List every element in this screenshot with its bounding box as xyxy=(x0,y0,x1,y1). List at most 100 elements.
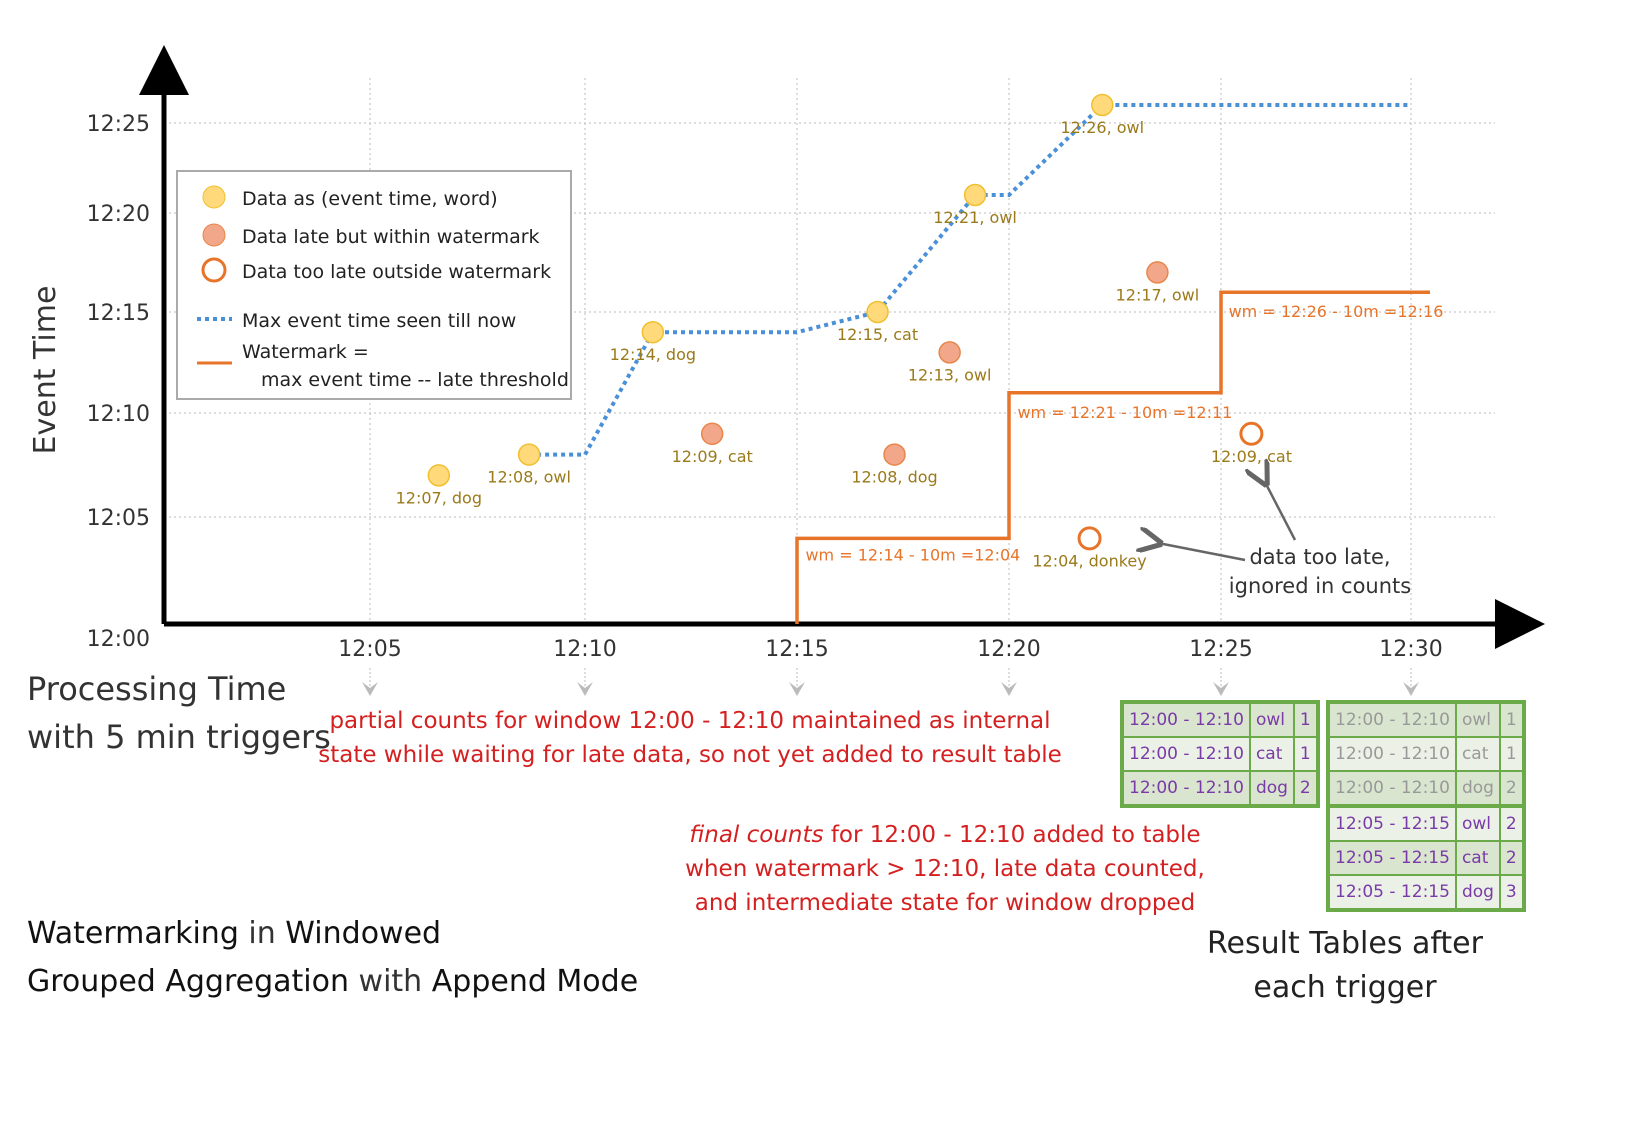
partial-line2: state while waiting for late data, so no… xyxy=(318,742,1062,768)
legend-late: Data late but within watermark xyxy=(242,226,540,248)
table-row: 12:00 - 12:10 owl 1 xyxy=(1121,701,1319,738)
trigger-arrow-icon xyxy=(1001,682,1017,696)
final-line3: and intermediate state for window droppe… xyxy=(694,890,1196,916)
partial-counts-note: partial counts for window 12:00 - 12:10 … xyxy=(300,704,1080,772)
title-w3: Grouped Aggregation xyxy=(27,964,350,999)
data-point-on-time xyxy=(1091,93,1114,117)
caption-line1: Result Tables after xyxy=(1207,926,1483,961)
x-tick-label: 12:20 xyxy=(977,637,1040,662)
data-point-late xyxy=(883,443,906,466)
word-cell: dog xyxy=(1248,770,1295,807)
final-line1: for 12:00 - 12:10 added to table xyxy=(823,822,1201,848)
data-point-late xyxy=(700,422,724,446)
title-t2: with xyxy=(349,964,432,999)
y-tick-label: 12:25 xyxy=(87,112,150,137)
y-tick-label: 12:15 xyxy=(87,301,150,326)
word-cell: cat xyxy=(1248,736,1295,772)
table-row: 12:00 - 12:10 dog 2 xyxy=(1121,770,1319,807)
data-point-label: 12:08, dog xyxy=(851,468,937,487)
count-cell: 1 xyxy=(1498,701,1525,738)
data-point-late xyxy=(1146,261,1169,284)
result-table-1225: 12:00 - 12:10 owl 1 12:00 - 12:10 cat 1 12:00 … xyxy=(1120,700,1320,808)
data-point-label: 12:13, owl xyxy=(908,365,992,384)
count-cell: 2 xyxy=(1498,840,1525,876)
late-dot-icon xyxy=(202,223,226,247)
x-tick-label: 12:10 xyxy=(553,637,616,662)
data-point-on-time xyxy=(866,300,889,324)
table-row: 12:00 - 12:10 owl 1 xyxy=(1327,701,1525,738)
word-cell: owl xyxy=(1454,804,1501,842)
data-point-label: 12:08, owl xyxy=(487,468,571,487)
count-cell: 2 xyxy=(1498,770,1525,807)
table-row: 12:05 - 12:15 cat 2 xyxy=(1327,840,1525,876)
count-cell: 3 xyxy=(1498,874,1525,911)
title-w4: Append Mode xyxy=(431,964,639,999)
window-cell: 12:05 - 12:15 xyxy=(1327,804,1457,842)
x-tick-label: 12:05 xyxy=(338,637,401,662)
x-tick-label: 12:25 xyxy=(1189,637,1252,662)
table-row: 12:00 - 12:10 cat 1 xyxy=(1121,736,1319,772)
data-point-label: 12:15, cat xyxy=(837,325,918,344)
max-event-time-line xyxy=(529,103,1411,457)
page-title: Watermarking in Windowed Grouped Aggrega… xyxy=(27,910,638,1006)
arrow-to-donkey xyxy=(1158,543,1246,562)
y-tick-label: 12:10 xyxy=(87,402,150,427)
too-late-note-1: data too late, xyxy=(1249,545,1390,569)
data-point-on-time xyxy=(641,320,665,344)
data-point-late xyxy=(938,341,961,364)
data-point-label: 12:09, cat xyxy=(1211,447,1292,466)
window-cell: 12:05 - 12:15 xyxy=(1327,840,1457,876)
watermark-label: wm = 12:21 - 10m =12:11 xyxy=(1017,403,1232,422)
final-em: final counts xyxy=(689,822,824,848)
legend-watermark-2: max event time -- late threshold xyxy=(261,369,569,391)
word-cell: cat xyxy=(1454,736,1501,772)
window-cell: 12:00 - 12:10 xyxy=(1327,736,1457,772)
arrow-to-cat xyxy=(1265,482,1297,541)
y-tick-label: 12:05 xyxy=(87,506,150,531)
data-point-label: 12:07, dog xyxy=(396,488,482,507)
legend: Data as (event time, word) Data late but… xyxy=(176,170,572,400)
title-t1: in xyxy=(238,916,286,951)
y-tick-label: 12:20 xyxy=(87,202,150,227)
trigger-arrow-icon xyxy=(1213,682,1229,696)
count-cell: 2 xyxy=(1498,804,1525,842)
word-cell: cat xyxy=(1454,840,1501,876)
partial-line1: partial counts for window 12:00 - 12:10 … xyxy=(329,708,1051,734)
legend-on-time: Data as (event time, word) xyxy=(242,188,498,210)
table-row: 12:00 - 12:10 dog 2 xyxy=(1327,770,1525,807)
data-point-too-late xyxy=(1077,526,1102,551)
watermark-label: wm = 12:26 - 10m =12:16 xyxy=(1229,302,1444,321)
data-point-label: 12:26, owl xyxy=(1060,118,1144,137)
x-tick-label: 12:15 xyxy=(765,637,828,662)
window-cell: 12:00 - 12:10 xyxy=(1121,701,1251,738)
final-line2: when watermark > 12:10, late data counte… xyxy=(685,856,1205,882)
watermark-line xyxy=(795,290,1430,624)
x-tick-label: 12:30 xyxy=(1379,637,1442,662)
word-cell: dog xyxy=(1454,770,1501,807)
x-label-line2: with 5 min triggers xyxy=(27,718,331,756)
y-axis-label: Event Time xyxy=(28,286,63,455)
y-tick-label: 12:00 xyxy=(87,627,150,652)
window-cell: 12:00 - 12:10 xyxy=(1327,770,1457,807)
data-point-on-time xyxy=(427,464,451,487)
too-late-note-2: ignored in counts xyxy=(1229,574,1411,598)
legend-too-late: Data too late outside watermark xyxy=(242,261,551,283)
data-point-label: 12:17, owl xyxy=(1116,285,1200,304)
legend-watermark-1: Watermark = xyxy=(242,341,369,363)
window-cell: 12:00 - 12:10 xyxy=(1121,736,1251,772)
data-point-on-time xyxy=(963,183,987,207)
table-row: 12:00 - 12:10 cat 1 xyxy=(1327,736,1525,772)
trigger-arrow-icon xyxy=(789,682,805,696)
count-cell: 1 xyxy=(1292,736,1319,772)
tables-caption: Result Tables after each trigger xyxy=(1190,922,1500,1010)
x-label-line1: Processing Time xyxy=(27,670,287,708)
table-row: 12:05 - 12:15 dog 3 xyxy=(1327,874,1525,911)
trigger-arrow-icon xyxy=(1403,682,1419,696)
word-cell: dog xyxy=(1454,874,1501,911)
result-table-1230: 12:00 - 12:10 owl 1 12:00 - 12:10 cat 1 12:00 … xyxy=(1326,700,1526,912)
window-cell: 12:05 - 12:15 xyxy=(1327,874,1457,911)
too-late-ring-icon xyxy=(201,257,227,283)
data-point-label: 12:09, cat xyxy=(672,447,753,466)
title-w1: Watermarking xyxy=(27,916,239,951)
